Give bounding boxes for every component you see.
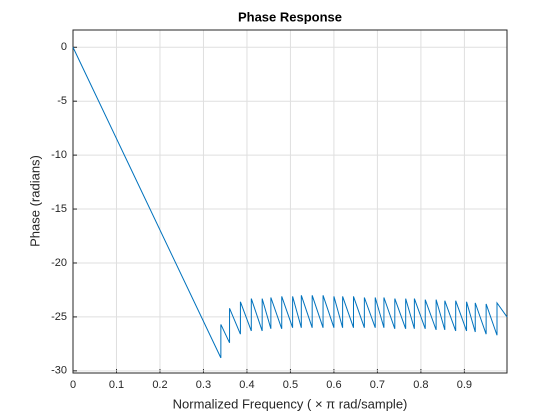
chart-title: Phase Response (238, 9, 342, 24)
x-tick-label: 0.2 (152, 379, 167, 391)
x-tick-label: 0.5 (283, 379, 298, 391)
x-tick-label: 0.8 (413, 379, 428, 391)
x-tick-label: 0.4 (239, 379, 254, 391)
x-tick-label: 0.7 (370, 379, 385, 391)
x-tick-label: 0.3 (196, 379, 211, 391)
y-tick-label: -15 (51, 203, 67, 215)
y-tick-label: -5 (57, 95, 67, 107)
x-axis-label: Normalized Frequency ( × π rad/sample) (173, 396, 408, 411)
x-tick-label: 0.6 (326, 379, 341, 391)
y-tick-label: -20 (51, 257, 67, 269)
x-tick-label: 0.1 (109, 379, 124, 391)
y-tick-label: -10 (51, 149, 67, 161)
x-tick-label: 0.9 (457, 379, 472, 391)
x-tick-label: 0 (70, 379, 76, 391)
phase-line (72, 47, 508, 359)
y-tick-label: -30 (51, 365, 67, 377)
axes-box (72, 29, 508, 374)
y-axis-label: Phase (radians) (27, 155, 42, 247)
y-tick-label: 0 (61, 41, 67, 53)
y-tick-label: -25 (51, 311, 67, 323)
